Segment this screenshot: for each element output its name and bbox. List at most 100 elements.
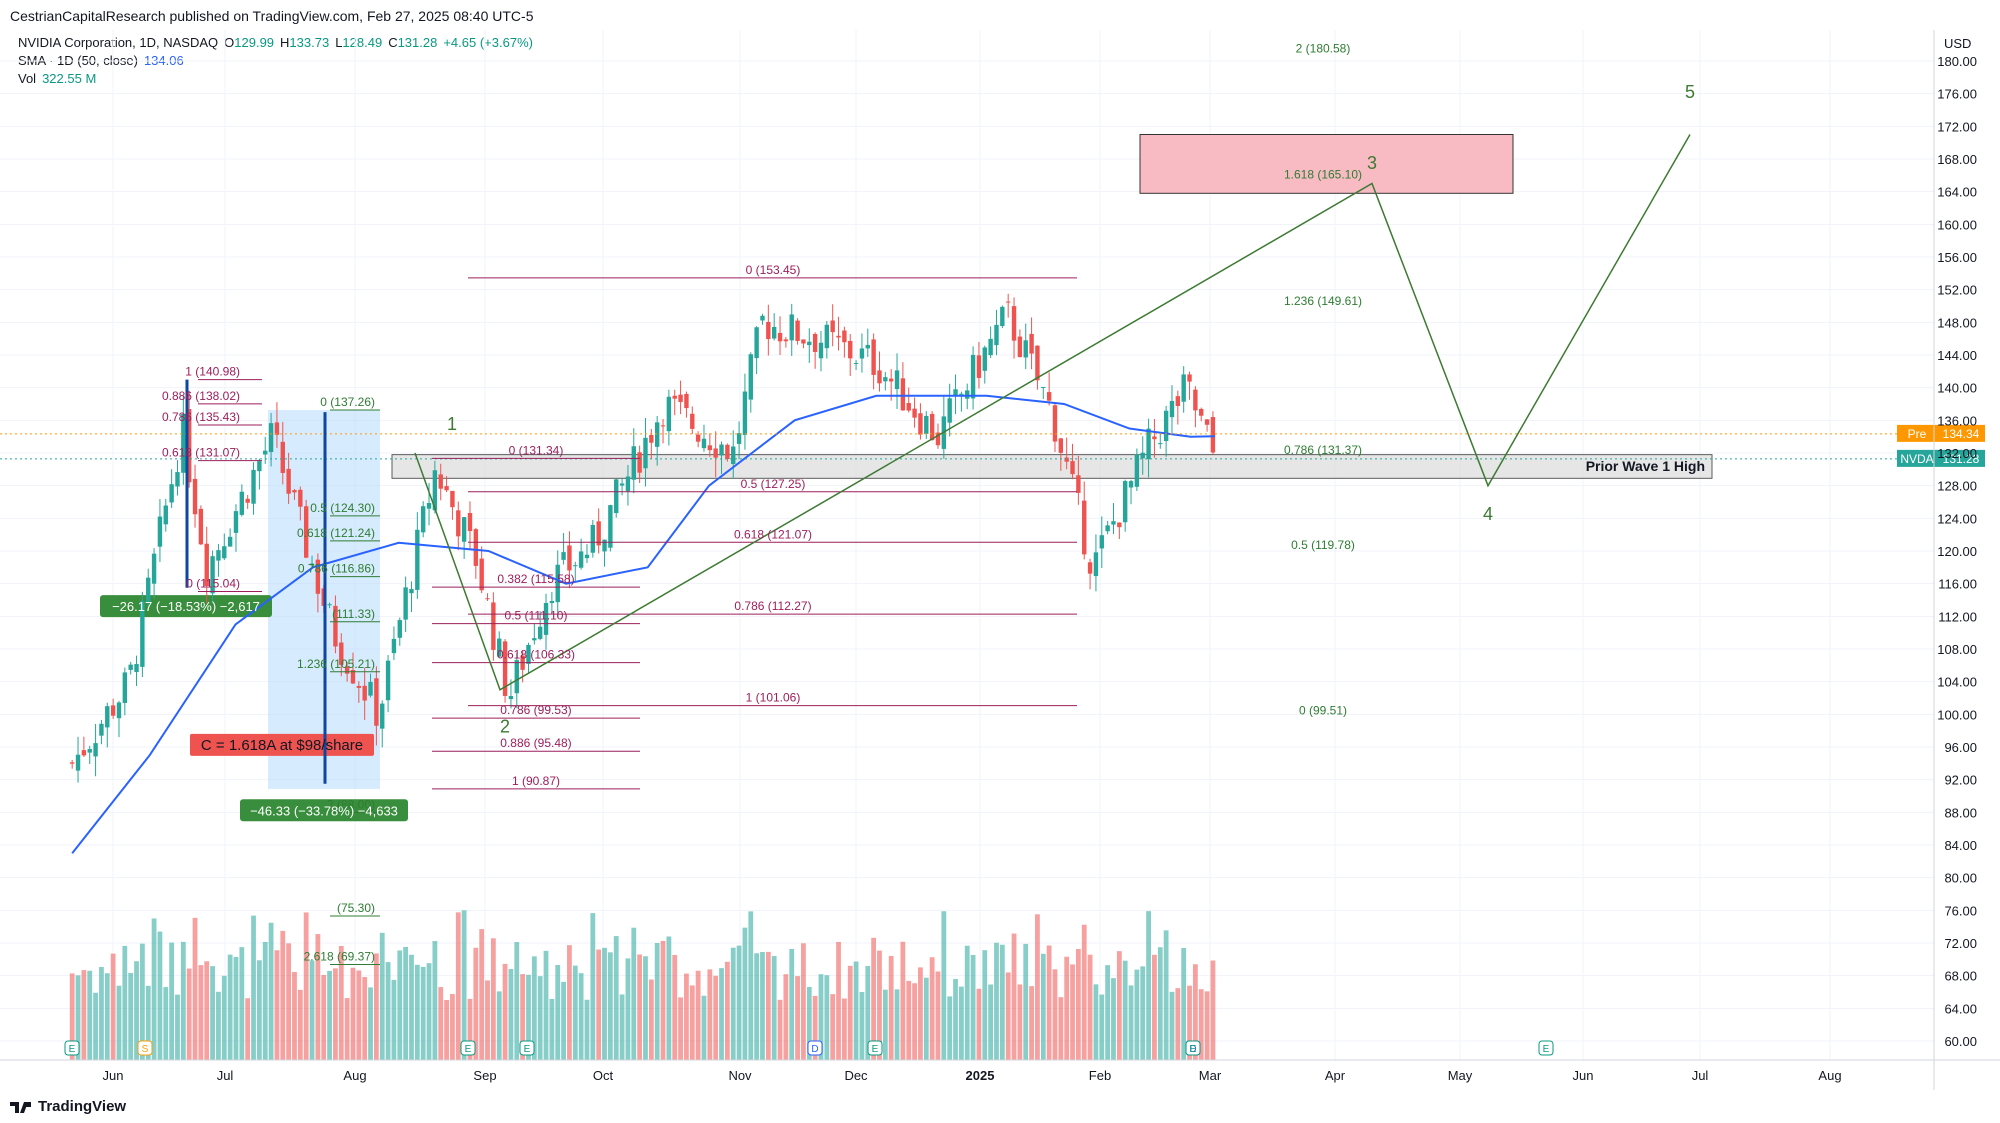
currency-label[interactable]: USD xyxy=(1944,36,1972,51)
c-note-box xyxy=(190,733,374,756)
chart-footer: TradingView xyxy=(0,1090,2000,1123)
volume-bar xyxy=(69,973,75,1060)
x-tick-label: Feb xyxy=(1089,1068,1111,1083)
candle-body xyxy=(1199,408,1204,416)
event-marker-label: E xyxy=(524,1044,531,1055)
volume-bar xyxy=(1198,989,1204,1060)
volume-bar xyxy=(578,973,584,1060)
volume-bar xyxy=(87,970,93,1060)
candle-body xyxy=(596,521,601,546)
candle-body xyxy=(263,450,268,455)
y-tick-label: 76.00 xyxy=(1944,903,1977,918)
y-tick-label: 116.00 xyxy=(1938,577,1977,592)
volume-bar xyxy=(438,987,444,1060)
fib-label: 1.618 (165.10) xyxy=(1284,168,1362,182)
candle-body xyxy=(292,490,297,493)
candle-body xyxy=(771,326,777,339)
fib-label: 1.236 (105.21) xyxy=(297,657,375,671)
x-tick-label: May xyxy=(1448,1068,1473,1083)
candle-body xyxy=(181,413,186,473)
volume-bar xyxy=(1116,951,1122,1060)
candle-body xyxy=(1193,389,1198,411)
candle-body xyxy=(169,484,174,503)
volume-bar xyxy=(672,954,678,1060)
close-value: 131.28 xyxy=(397,35,438,50)
candle-body xyxy=(818,342,824,359)
candle-body xyxy=(1117,522,1122,528)
volume-bar xyxy=(1011,933,1017,1060)
candle-body xyxy=(947,398,952,423)
event-marker-box xyxy=(867,1040,883,1056)
volume-bar xyxy=(373,953,379,1060)
candle-body xyxy=(1134,454,1140,487)
volume-value: 322.55 M xyxy=(42,71,97,86)
candle-body xyxy=(1000,306,1005,327)
volume-bar xyxy=(695,970,701,1060)
volume-bar xyxy=(836,941,841,1060)
candle-body xyxy=(69,762,75,764)
candle-body xyxy=(497,638,502,657)
tradingview-logo[interactable]: TradingView xyxy=(10,1098,126,1115)
candle-body xyxy=(754,327,759,359)
candle-body xyxy=(438,474,443,489)
x-tick-label: Aug xyxy=(343,1068,366,1083)
volume-bar xyxy=(450,994,455,1060)
volume-bar xyxy=(859,991,865,1060)
volume-bar xyxy=(947,996,953,1060)
volume-bar xyxy=(163,987,169,1060)
wave-label: 1 xyxy=(447,414,457,434)
volume-bar xyxy=(268,922,274,1060)
candle-body xyxy=(257,461,262,472)
candle-body xyxy=(982,347,987,371)
volume-bar xyxy=(327,970,332,1060)
candle-body xyxy=(924,415,929,434)
candle-body xyxy=(514,660,519,694)
candle-body xyxy=(1169,400,1175,418)
fib-label: 2 (88.00) xyxy=(327,797,375,811)
volume-bar xyxy=(824,975,830,1060)
volume-bar xyxy=(795,976,800,1060)
candle-body xyxy=(1099,535,1104,549)
volume-bar xyxy=(1070,964,1075,1060)
volume-bar xyxy=(964,945,970,1060)
x-tick-label: Jun xyxy=(1573,1068,1594,1083)
candle-body xyxy=(725,444,730,459)
volume-bar xyxy=(707,969,713,1060)
event-marker-box xyxy=(519,1040,535,1056)
volume-bar xyxy=(900,941,906,1060)
candle-body xyxy=(485,598,490,600)
y-tick-label: 132.00 xyxy=(1937,446,1977,461)
elliott-wave-path xyxy=(414,134,1691,691)
candle-body xyxy=(1204,419,1210,425)
c-note-label: C = 1.618A at $98/share xyxy=(201,737,363,754)
symbol-title[interactable]: NVIDIA Corporation, 1D, NASDAQ xyxy=(18,35,219,50)
candle-body xyxy=(795,320,800,341)
volume-bar xyxy=(1175,988,1181,1060)
volume-row: Vol 322.55 M xyxy=(18,70,533,88)
fib-label: 0.5 (124.30) xyxy=(310,501,375,515)
candle-body xyxy=(865,344,870,349)
volume-bar xyxy=(654,943,660,1060)
volume-bar xyxy=(953,979,958,1060)
y-tick-label: 152.00 xyxy=(1937,283,1977,298)
y-tick-label: 172.00 xyxy=(1937,119,1977,134)
price-tag-value: 131.28 xyxy=(1943,452,1980,466)
y-tick-label: 60.00 xyxy=(1944,1034,1977,1049)
candle-body xyxy=(713,448,718,458)
volume-label[interactable]: Vol xyxy=(18,71,37,86)
volume-bar xyxy=(297,989,303,1060)
candle-body xyxy=(801,339,806,344)
volume-bar xyxy=(660,940,666,1060)
ohlc-row: NVIDIA Corporation, 1D, NASDAQ O129.99 H… xyxy=(18,34,533,52)
volume-bar xyxy=(1181,948,1187,1060)
candle-body xyxy=(549,600,555,604)
volume-bar xyxy=(584,999,590,1060)
volume-bar xyxy=(637,954,643,1060)
y-tick-label: 136.00 xyxy=(1937,413,1977,428)
volume-bar xyxy=(596,949,602,1060)
volume-bar xyxy=(1152,954,1157,1060)
candle-body xyxy=(175,472,180,487)
candle-body xyxy=(420,506,426,533)
y-tick-label: 88.00 xyxy=(1944,805,1977,820)
